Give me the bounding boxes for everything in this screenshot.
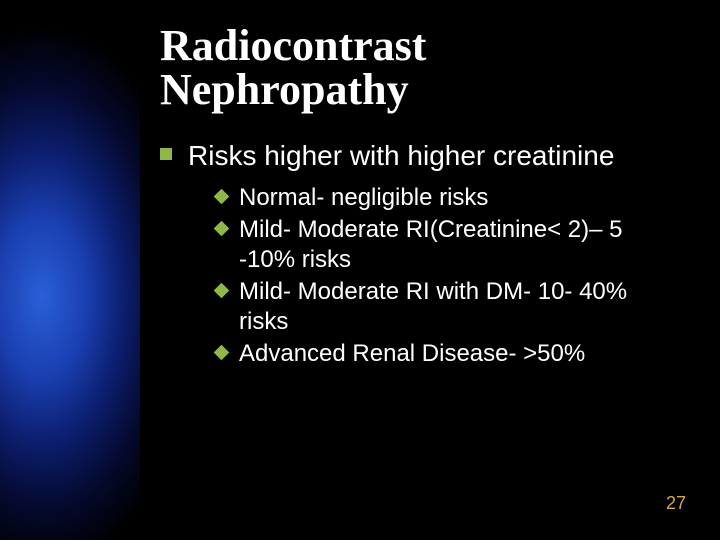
level2-text: Normal- negligible risks [239,183,488,213]
diamond-bullet-icon [214,221,230,237]
square-bullet-icon [160,148,172,160]
diamond-bullet-icon [214,283,230,299]
bullet-level2-item: Mild- Moderate RI(Creatinine< 2)– 5 -10%… [216,215,690,275]
bullet-level2-item: Mild- Moderate RI with DM- 10- 40% risks [216,277,690,337]
slide-title: Radiocontrast Nephropathy [160,24,690,112]
bullet-level2-item: Advanced Renal Disease- >50% [216,339,690,369]
slide-content: Radiocontrast Nephropathy Risks higher w… [160,24,690,371]
level2-text: Advanced Renal Disease- >50% [239,339,585,369]
title-line-2: Nephropathy [160,68,690,112]
diamond-bullet-icon [214,345,230,361]
bullet-level1: Risks higher with higher creatinine [160,138,690,173]
level2-text: Mild- Moderate RI(Creatinine< 2)– 5 -10%… [239,215,639,275]
bullet-level2-item: Normal- negligible risks [216,183,690,213]
level1-text: Risks higher with higher creatinine [188,138,614,173]
diamond-bullet-icon [214,189,230,205]
side-gradient [0,0,140,540]
title-line-1: Radiocontrast [160,24,690,68]
page-number: 27 [666,493,686,514]
level2-text: Mild- Moderate RI with DM- 10- 40% risks [239,277,639,337]
